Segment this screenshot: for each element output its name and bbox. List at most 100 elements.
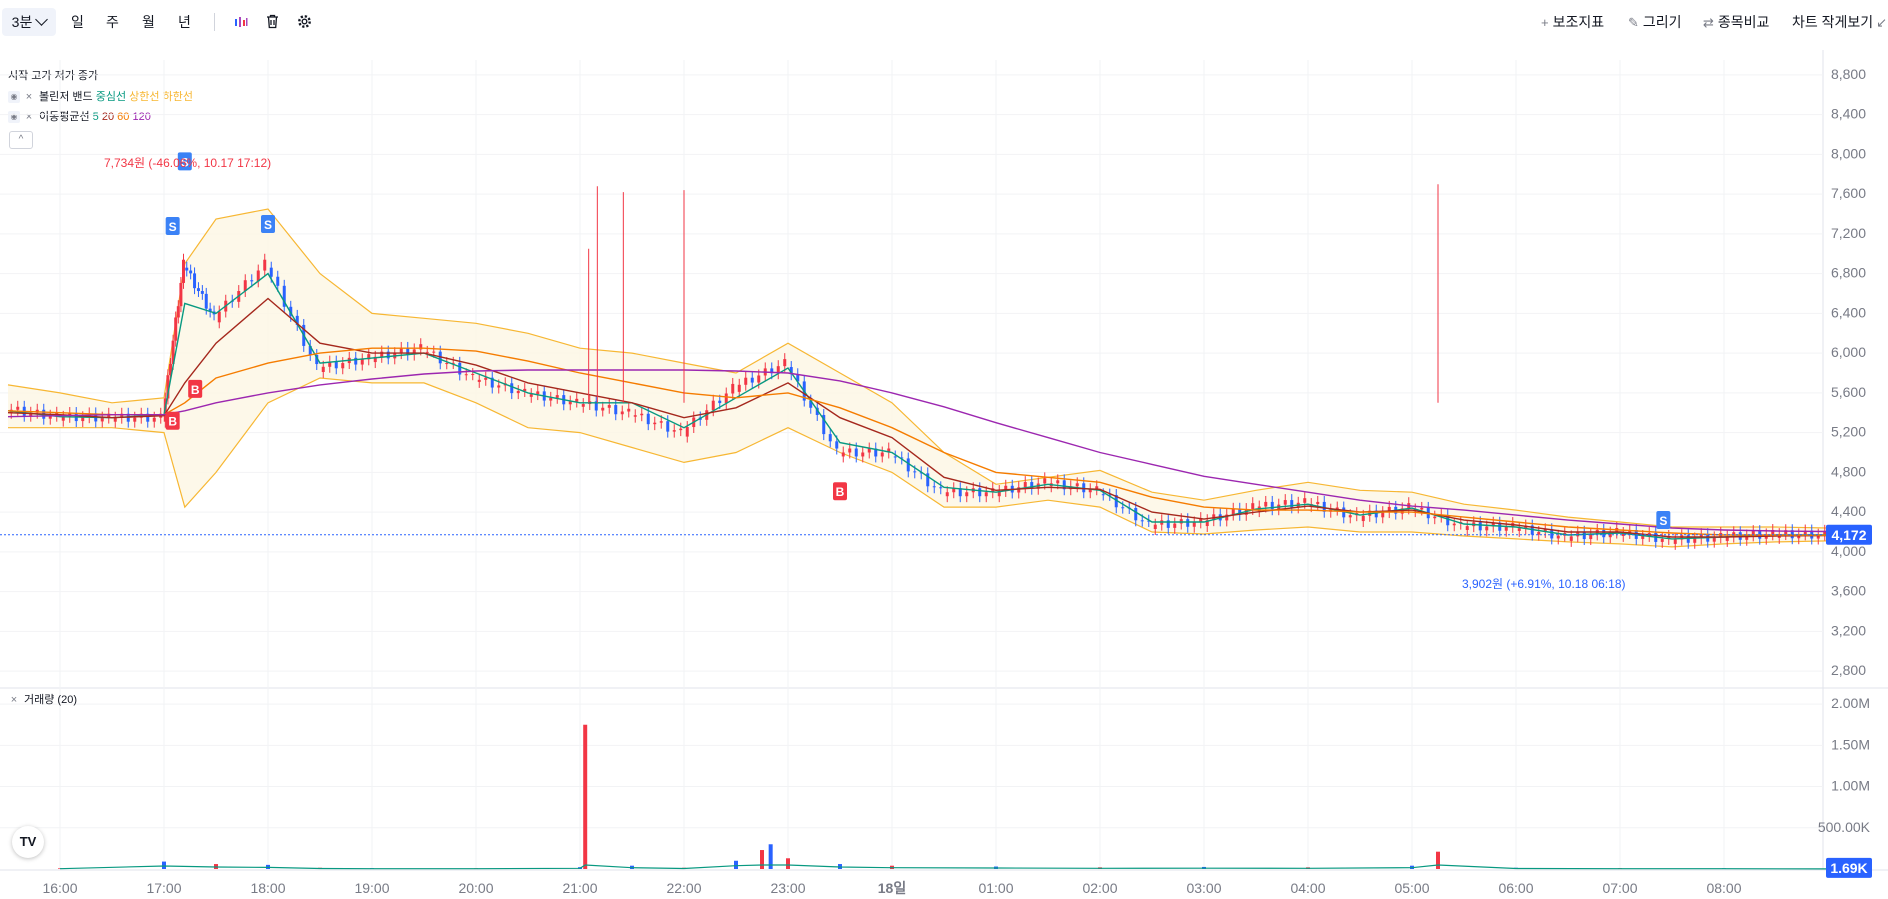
collapse-legend-button[interactable]: ^ [9, 131, 33, 149]
last-price-tag [1826, 524, 1872, 545]
candle-body [1777, 534, 1781, 538]
candle-body [1134, 508, 1138, 521]
price-tick-label: 6,400 [1831, 304, 1866, 320]
candle-body [354, 357, 358, 365]
indicators-button[interactable]: + 보조지표 [1541, 8, 1604, 36]
candle-body [763, 368, 767, 376]
price-tick-label: 3,200 [1831, 622, 1866, 638]
draw-button[interactable]: ✎ 그리기 [1628, 8, 1682, 36]
signal-label: B [836, 485, 845, 499]
candle-body [1179, 519, 1183, 524]
candle-body [1407, 503, 1411, 509]
candle-body [906, 458, 910, 472]
volume-bar [838, 864, 842, 869]
candle-body [1303, 498, 1307, 503]
volume-tick-label: 500.00K [1818, 819, 1871, 835]
volume-bar [1306, 867, 1310, 869]
candle-body [1517, 528, 1521, 531]
volume-legend: × 거래량 (20) [8, 693, 77, 707]
candle-body [523, 388, 527, 392]
volume-bar [370, 868, 374, 869]
candle-body [1413, 509, 1417, 512]
candle-body [367, 354, 371, 360]
price-tick-label: 8,000 [1831, 145, 1866, 161]
chevron-up-icon: ^ [18, 134, 24, 145]
pencil-icon: ✎ [1628, 15, 1639, 30]
time-tick-label: 20:00 [458, 880, 493, 896]
eye-icon[interactable]: ◉ [8, 111, 20, 124]
chevron-down-icon [35, 13, 49, 26]
tradingview-logo[interactable]: TV [12, 826, 44, 858]
candle-body [334, 361, 338, 369]
candle-body [1550, 529, 1554, 539]
trade-signals: S S S B B B S [165, 152, 1671, 530]
candles-icon[interactable] [234, 15, 248, 29]
volume-bar [1618, 868, 1622, 869]
candle-body [1238, 508, 1242, 515]
bb-name: 볼린저 밴드 [39, 91, 93, 103]
candle-body [1654, 532, 1658, 542]
period-week-button[interactable]: 주 [106, 14, 119, 30]
candle-body [1192, 522, 1196, 527]
candle-body [196, 288, 200, 292]
candle-body [1153, 524, 1157, 530]
candle-body [991, 488, 995, 493]
compare-button[interactable]: ⇄ 종목비교 [1703, 8, 1769, 36]
candle-body [1296, 502, 1300, 508]
candle-body [1478, 522, 1482, 531]
candle-body [386, 351, 390, 359]
volume-tick-label: 2.00M [1831, 695, 1870, 711]
period-year-button[interactable]: 년 [178, 14, 191, 30]
candle-body [874, 448, 878, 457]
candle-body [575, 398, 579, 402]
close-icon[interactable]: × [10, 694, 18, 706]
trash-icon[interactable] [266, 14, 279, 29]
candle-body [1062, 480, 1066, 490]
candle-body [1030, 482, 1034, 489]
price-tick-label: 8,800 [1831, 66, 1866, 82]
candle-body [887, 448, 891, 453]
candle-body [770, 368, 774, 374]
candle-body [94, 413, 98, 422]
time-tick-label: 21:00 [562, 880, 597, 896]
candle-body [1173, 523, 1177, 528]
candle-body [646, 413, 650, 425]
candle-body [126, 413, 130, 422]
candle-body [1420, 507, 1424, 510]
period-month-button[interactable]: 월 [142, 14, 155, 30]
candle-body [1199, 518, 1203, 523]
ma-line-5 [7, 272, 1829, 540]
axes: 8,800 8,400 8,000 7,600 7,200 6,800 6,400 6,000… [0, 66, 1872, 896]
eye-icon[interactable]: ◉ [8, 91, 20, 104]
candle-body [100, 417, 104, 422]
candle-body [1784, 530, 1788, 535]
time-tick-label: 01:00 [978, 880, 1013, 896]
candle-body [958, 488, 962, 497]
volume-bar [1722, 868, 1726, 869]
gear-icon[interactable] [297, 14, 312, 29]
candle-body [61, 416, 65, 421]
candle-body [321, 366, 325, 373]
minimize-chart-button[interactable]: 차트 작게보기 ↙ [1792, 8, 1887, 36]
candle-body [146, 413, 150, 422]
candle-body [360, 359, 364, 365]
candle-body [412, 349, 416, 355]
candle-body [1010, 485, 1014, 493]
period-day-button[interactable]: 일 [71, 14, 84, 30]
price-tick-label: 6,800 [1831, 265, 1866, 281]
candle-body [633, 415, 637, 417]
close-icon[interactable]: × [25, 111, 33, 123]
candle-body [1108, 494, 1112, 496]
candle-body [562, 395, 566, 405]
candle-body [529, 394, 533, 397]
candle-body [289, 306, 293, 316]
candle-body [1218, 514, 1222, 521]
candle-body [1628, 529, 1632, 533]
sell-signal-marker [177, 152, 192, 171]
candle-body [1017, 487, 1021, 493]
close-icon[interactable]: × [25, 91, 33, 103]
interval-dropdown[interactable]: 3분 [2, 8, 56, 36]
candle-body [588, 401, 592, 405]
candle-body [425, 351, 429, 353]
candle-body [1699, 534, 1703, 539]
